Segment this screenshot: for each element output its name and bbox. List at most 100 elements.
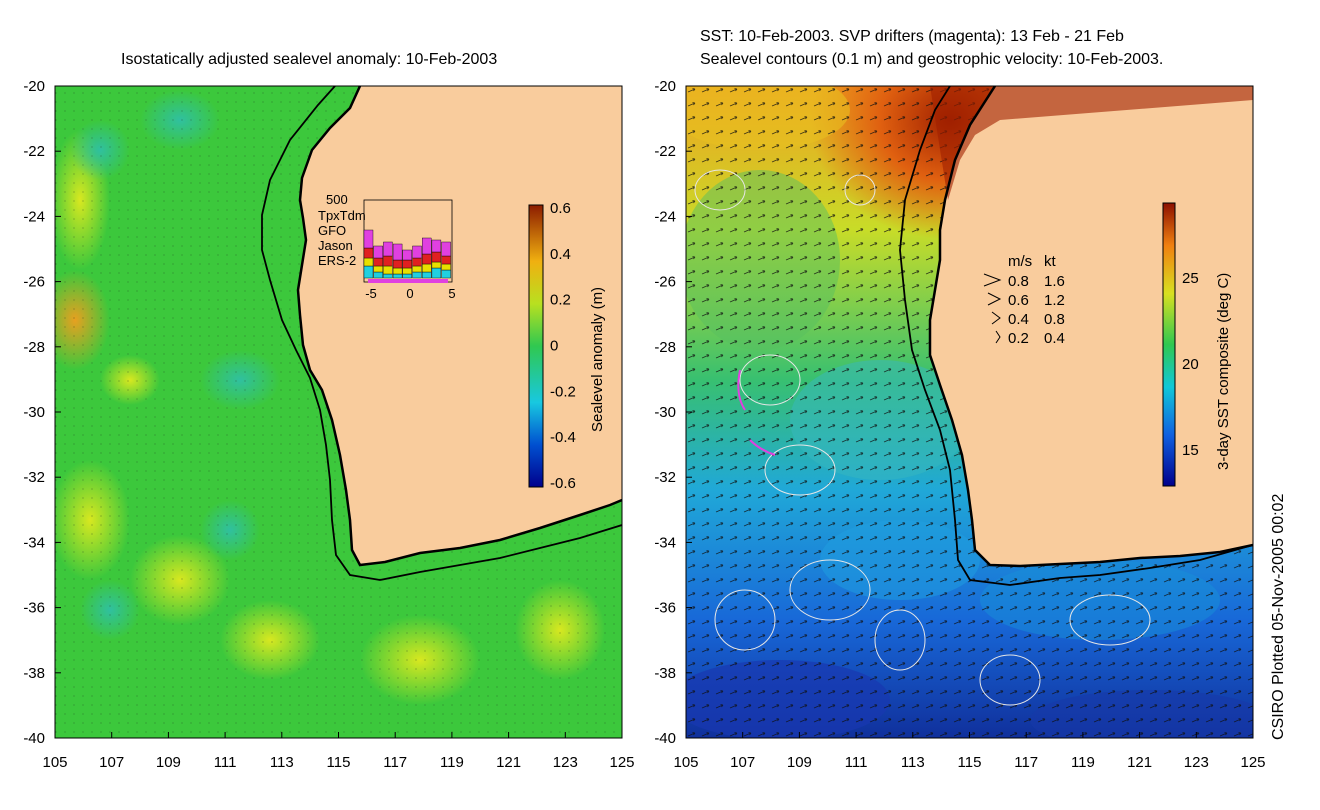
left-colorbar-tick: 0 <box>550 338 558 355</box>
inset-bar-segment <box>373 257 383 267</box>
y-tick-label: -26 <box>23 274 45 291</box>
y-tick-label: -20 <box>23 78 45 95</box>
x-tick-label: 109 <box>156 754 181 771</box>
left-colorbar: 0.6 0.4 0.2 0 -0.2 -0.4 -0.6 Sealevel anomaly … <box>528 200 606 492</box>
y-tick-label: -36 <box>23 600 45 617</box>
x-tick-label: 125 <box>609 754 634 771</box>
velocity-ms: 0.6 <box>1008 292 1029 309</box>
x-tick-label: 119 <box>440 754 464 771</box>
y-tick-label: -30 <box>654 404 676 421</box>
y-tick-label: -38 <box>23 665 45 682</box>
inset-drifter-bar <box>368 279 448 283</box>
inset-bar-segment <box>392 273 403 279</box>
velocity-kt: 0.4 <box>1044 330 1065 347</box>
velocity-kt: 0.8 <box>1044 311 1065 328</box>
x-tick-label: 115 <box>327 754 351 771</box>
inset-bar-segment <box>402 259 412 269</box>
right-shelf-contour <box>899 86 1253 586</box>
y-tick-label: -36 <box>654 600 676 617</box>
y-tick-label: -24 <box>23 208 45 225</box>
inset-bar-segment <box>422 237 432 255</box>
inset-bar-segment <box>383 273 393 279</box>
left-shelf-contour <box>261 86 622 581</box>
y-tick-label: -28 <box>23 339 45 356</box>
x-tick-label: 113 <box>270 754 294 771</box>
velocity-ms: 0.2 <box>1008 330 1029 347</box>
right-map-title-line1: SST: 10-Feb-2003. SVP drifters (magenta)… <box>700 28 1124 45</box>
x-tick-label: 111 <box>214 754 237 771</box>
x-tick-label: 117 <box>1014 754 1038 771</box>
x-tick-label: 107 <box>99 754 124 771</box>
y-tick-label: -26 <box>654 274 676 291</box>
velocity-legend: m/s kt 0.8 1.6 0.6 1.2 0.4 0.8 0.2 0.4 <box>983 253 1065 347</box>
right-colorbar: 25 20 15 3-day SST composite (deg C) <box>1162 202 1232 487</box>
inset-bar-segment <box>431 239 442 253</box>
y-tick-label: -20 <box>654 78 676 95</box>
inset-bar-segment <box>392 259 403 269</box>
y-tick-label: -34 <box>654 534 676 551</box>
x-tick-label: 125 <box>1240 754 1265 771</box>
y-tick-label: -32 <box>654 469 676 486</box>
inset-bar-segment <box>431 261 442 269</box>
left-colorbar-tick: -0.6 <box>550 475 576 492</box>
velocity-kt: 1.2 <box>1044 292 1065 309</box>
inset-bar-segment <box>383 265 393 275</box>
inset-bar-segment <box>363 257 374 267</box>
velocity-legend-header-kt: kt <box>1044 253 1057 270</box>
inset-bar-segment <box>441 269 451 279</box>
inset-x-tick: 0 <box>406 286 413 301</box>
x-tick-label: 109 <box>787 754 812 771</box>
inset-bar-segment <box>412 271 422 279</box>
y-tick-label: -22 <box>23 143 45 160</box>
inset-bar-segment <box>441 241 451 257</box>
x-tick-label: 123 <box>553 754 578 771</box>
x-tick-label: 105 <box>673 754 698 771</box>
inset-bar-segment <box>392 243 403 261</box>
inset-bar-segment <box>412 257 422 267</box>
right-colorbar-tick: 20 <box>1182 356 1199 373</box>
y-tick-label: -40 <box>654 730 676 747</box>
inset-bar-segment <box>402 249 412 261</box>
right-colorbar-tick: 15 <box>1182 442 1199 459</box>
left-x-axis: 105 107 109 111 113 115 117 119 121 123 125 <box>42 732 635 771</box>
right-map <box>686 86 1253 738</box>
inset-bar-segment <box>431 267 442 279</box>
y-tick-label: -32 <box>23 469 45 486</box>
inset-bar-segment <box>422 253 432 265</box>
inset-bar-segment <box>402 273 412 279</box>
inset-bar-segment <box>363 229 374 249</box>
left-coastline <box>296 86 622 567</box>
inset-bar-segment <box>383 241 393 257</box>
y-tick-label: -40 <box>23 730 45 747</box>
inset-bar-segment <box>412 265 422 273</box>
inset-x-tick: 5 <box>448 286 455 301</box>
inset-x-tick: -5 <box>365 286 377 301</box>
inset-ymax-label: 500 <box>326 192 348 207</box>
inset-bar-segment <box>402 267 412 275</box>
left-colorbar-tick: 0.6 <box>550 200 571 217</box>
left-colorbar-tick: 0.2 <box>550 292 571 309</box>
right-coastline <box>928 86 1253 568</box>
inset-bar-segment <box>373 271 383 279</box>
inset-bar-segment <box>431 251 442 263</box>
velocity-ms: 0.8 <box>1008 273 1029 290</box>
right-colorbar-tick: 25 <box>1182 270 1199 287</box>
left-map-title: Isostatically adjusted sealevel anomaly:… <box>121 51 498 68</box>
right-colorbar-label: 3-day SST composite (deg C) <box>1215 273 1232 470</box>
x-tick-label: 113 <box>901 754 925 771</box>
y-tick-label: -28 <box>654 339 676 356</box>
y-tick-label: -34 <box>23 534 45 551</box>
inset-bar-segment <box>422 271 432 279</box>
inset-legend-ers-2: ERS-2 <box>318 253 356 268</box>
inset-bar-segment <box>412 245 422 259</box>
right-australia-land <box>930 86 1253 566</box>
left-colorbar-tick: -0.4 <box>550 429 576 446</box>
inset-legend-jason: Jason <box>318 238 353 253</box>
velocity-ms: 0.4 <box>1008 311 1029 328</box>
velocity-arrow-icon <box>983 273 1002 287</box>
right-map-title-line2: Sealevel contours (0.1 m) and geostrophi… <box>700 51 1164 68</box>
x-tick-label: 115 <box>958 754 982 771</box>
x-tick-label: 117 <box>383 754 407 771</box>
